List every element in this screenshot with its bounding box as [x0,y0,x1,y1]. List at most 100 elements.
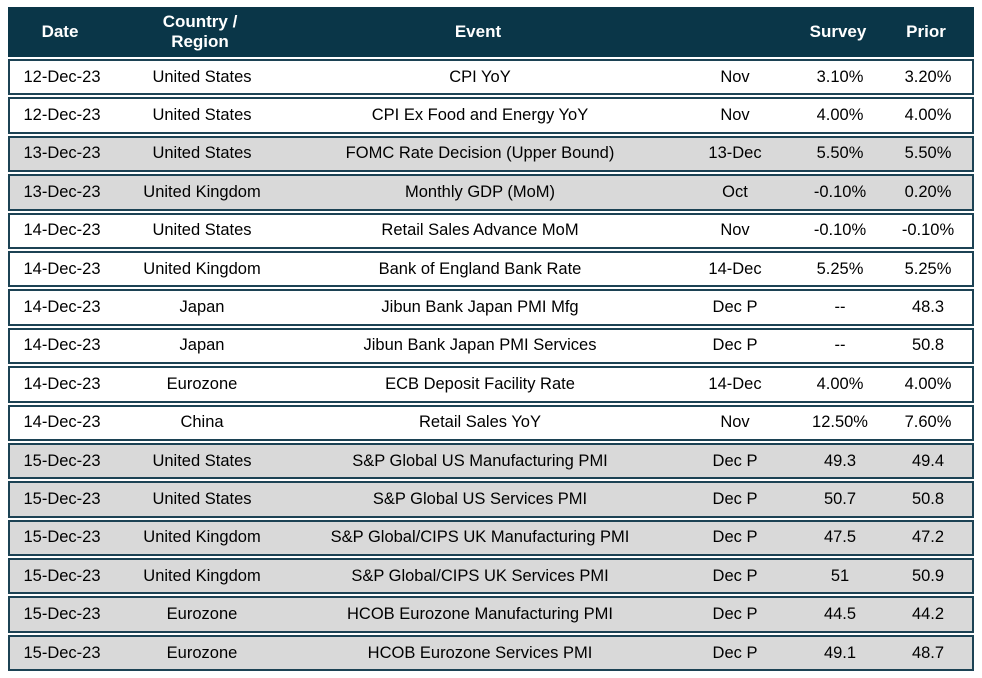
cell-date: 15-Dec-23 [23,566,101,585]
cell-event: Retail Sales YoY [418,413,541,432]
cell-survey: -0.10% [813,221,867,240]
cell-event: CPI Ex Food and Energy YoY [371,106,589,125]
cell-date: 12-Dec-23 [23,67,101,86]
cell-prior: 44.2 [911,605,945,624]
table-row: 14-Dec-23 Japan Jibun Bank Japan PMI Ser… [8,327,974,365]
table-row: 14-Dec-23 Eurozone ECB Deposit Facility … [8,366,974,403]
cell-date: 14-Dec-23 [23,374,101,393]
table-row: 13-Dec-23 United Kingdom Monthly GDP (Mo… [8,174,974,211]
economic-calendar-table: Date Country / Region Event Survey Prior… [8,7,974,672]
cell-country: United Kingdom [143,566,261,585]
cell-period: Nov [720,106,750,125]
table-row: 14-Dec-23 United States Retail Sales Adv… [8,212,974,249]
cell-date: 12-Dec-23 [23,106,101,125]
cell-event: Monthly GDP (MoM) [404,182,556,201]
table-row: 15-Dec-23 United Kingdom S&P Global/CIPS… [8,558,974,595]
cell-prior: 48.3 [911,298,945,317]
cell-period: Dec P [712,566,758,585]
cell-date: 13-Dec-23 [23,182,101,201]
cell-period: Nov [720,221,750,240]
cell-prior: 5.25% [904,259,952,278]
cell-prior: 7.60% [904,413,952,432]
cell-country: China [180,413,224,432]
cell-survey: 4.00% [816,106,864,125]
cell-event: Jibun Bank Japan PMI Mfg [381,298,579,317]
cell-country: United Kingdom [143,528,261,547]
cell-prior: 4.00% [904,374,952,393]
cell-country: United States [152,221,252,240]
cell-event: S&P Global/CIPS UK Services PMI [351,566,609,585]
cell-survey: -0.10% [813,182,867,201]
table-body: 12-Dec-23 United States CPI YoY Nov 3.10… [8,59,974,672]
cell-country: United States [152,67,252,86]
cell-country: Eurozone [166,605,238,624]
cell-survey: -- [834,336,846,355]
cell-event: HCOB Eurozone Manufacturing PMI [347,605,613,624]
cell-period: Dec P [712,336,758,355]
cell-survey: 50.7 [823,489,857,508]
cell-period: Dec P [712,489,758,508]
table-row: 12-Dec-23 United States CPI Ex Food and … [8,97,974,134]
cell-survey: 3.10% [816,67,864,86]
table-row: 15-Dec-23 Eurozone HCOB Eurozone Service… [8,634,974,672]
cell-period: 14-Dec [708,259,762,278]
cell-survey: 5.50% [816,144,864,163]
cell-country: United Kingdom [143,259,261,278]
table-row: 15-Dec-23 United States S&P Global US Ma… [8,442,974,480]
cell-date: 14-Dec-23 [23,413,101,432]
cell-event: Bank of England Bank Rate [378,259,582,278]
table-row: 12-Dec-23 United States CPI YoY Nov 3.10… [8,59,974,96]
cell-event: S&P Global US Manufacturing PMI [352,451,608,470]
cell-period: Nov [720,67,750,86]
cell-period: Dec P [712,528,758,547]
cell-period: Dec P [712,298,758,317]
cell-date: 15-Dec-23 [23,489,101,508]
cell-survey: 49.1 [823,643,857,662]
cell-event: S&P Global/CIPS UK Manufacturing PMI [330,528,630,547]
column-header-country: Country / Region [162,12,238,51]
cell-event: CPI YoY [449,67,511,86]
cell-prior: 50.8 [911,336,945,355]
cell-prior: 3.20% [904,67,952,86]
cell-prior: 50.8 [911,489,945,508]
cell-date: 15-Dec-23 [23,605,101,624]
column-header-date: Date [41,22,79,42]
cell-survey: 5.25% [816,259,864,278]
cell-prior: -0.10% [901,221,955,240]
table-row: 15-Dec-23 United Kingdom S&P Global/CIPS… [8,519,974,557]
table-row: 13-Dec-23 United States FOMC Rate Decisi… [8,135,974,173]
cell-date: 14-Dec-23 [23,221,101,240]
cell-event: S&P Global US Services PMI [372,489,588,508]
cell-date: 14-Dec-23 [23,298,101,317]
table-row: 15-Dec-23 United States S&P Global US Se… [8,481,974,518]
cell-country: United States [152,451,252,470]
cell-event: ECB Deposit Facility Rate [385,374,575,393]
cell-survey: 49.3 [823,451,857,470]
cell-survey: 4.00% [816,374,864,393]
cell-period: Nov [720,413,750,432]
cell-period: Dec P [712,605,758,624]
cell-survey: 44.5 [823,605,857,624]
cell-country: Japan [179,298,225,317]
cell-event: HCOB Eurozone Services PMI [367,643,593,662]
cell-country: Japan [179,336,225,355]
cell-period: Oct [722,182,748,201]
cell-survey: 51 [830,566,850,585]
column-header-event: Event [454,22,502,42]
column-header-survey: Survey [809,22,867,42]
column-header-period [668,7,798,57]
cell-country: United Kingdom [143,182,261,201]
cell-survey: 47.5 [823,528,857,547]
table-row: 14-Dec-23 United Kingdom Bank of England… [8,250,974,288]
cell-country: United States [152,489,252,508]
cell-country: Eurozone [166,374,238,393]
table-row: 15-Dec-23 Eurozone HCOB Eurozone Manufac… [8,596,974,633]
cell-survey: -- [834,298,846,317]
table-header-row: Date Country / Region Event Survey Prior [8,7,974,57]
cell-date: 15-Dec-23 [23,451,101,470]
cell-event: Jibun Bank Japan PMI Services [363,336,597,355]
cell-period: Dec P [712,643,758,662]
cell-period: Dec P [712,451,758,470]
cell-country: Eurozone [166,643,238,662]
